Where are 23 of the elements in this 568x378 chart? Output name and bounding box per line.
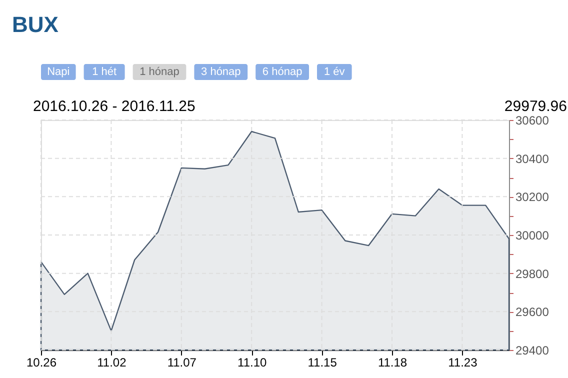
- text: 2016.10.26 - 2016.11.25: [33, 98, 196, 115]
- y-tick-label: 29400: [516, 344, 550, 358]
- x-tick-label: 11.02: [97, 356, 127, 370]
- y-tick-label: 30600: [516, 114, 550, 128]
- x-tick-label: 11.10: [238, 356, 267, 370]
- text: 6 hónap: [262, 66, 302, 78]
- text: 1 hét: [92, 66, 117, 78]
- x-tick-label: 11.07: [167, 356, 197, 370]
- x-tick-label: 11.15: [308, 356, 338, 370]
- text: Napi: [47, 66, 70, 78]
- y-tick-label: 30400: [516, 152, 550, 166]
- y-tick-label: 30200: [516, 190, 550, 204]
- text: 3 hónap: [201, 66, 241, 78]
- y-tick-label: 29600: [516, 305, 550, 320]
- text: 1 hónap: [140, 66, 180, 78]
- y-tick-label: 29800: [516, 266, 550, 281]
- chart-title: BUX: [12, 12, 59, 37]
- x-tick-label: 11.18: [378, 356, 408, 370]
- y-tick-label: 30000: [516, 228, 550, 242]
- x-tick-label: 11.23: [448, 356, 478, 370]
- text: 29979.96: [504, 98, 567, 115]
- x-tick-label: 10.26: [26, 356, 57, 370]
- text: 1 év: [324, 66, 346, 78]
